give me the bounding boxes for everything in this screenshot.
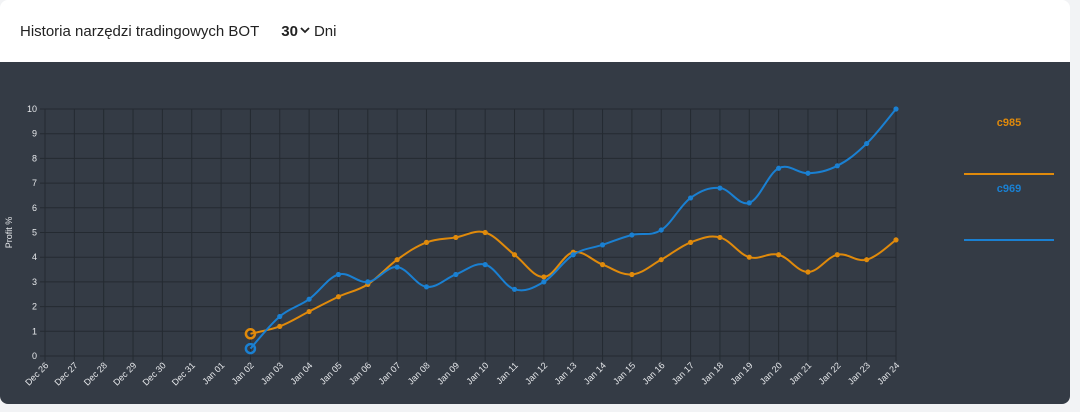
legend-label-c969[interactable]: c969 [997,183,1021,195]
y-tick-label: 8 [32,153,37,163]
x-tick-label: Jan 13 [552,360,578,386]
data-point-c985[interactable] [805,269,811,275]
x-tick-label: Jan 08 [406,360,432,386]
data-point-c969[interactable] [541,279,547,285]
x-tick-label: Jan 03 [259,360,285,386]
data-point-c985[interactable] [541,274,547,280]
x-tick-label: Jan 02 [230,360,256,386]
data-point-c969[interactable] [864,140,870,147]
data-point-c969[interactable] [629,232,635,238]
card-header: Historia narzędzi tradingowych BOT 30 Dn… [0,0,1070,62]
period-unit: Dni [313,22,337,40]
x-tick-label: Dec 26 [23,360,50,387]
x-tick-label: Dec 27 [53,360,80,387]
data-point-c985[interactable] [511,252,518,258]
x-tick-label: Jan 12 [523,360,549,386]
x-tick-label: Jan 10 [464,360,490,386]
x-tick-label: Jan 16 [640,360,666,386]
x-tick-label: Jan 06 [347,360,373,386]
data-point-c985[interactable] [629,271,635,278]
data-point-c969[interactable] [365,279,371,285]
x-tick-label: Jan 05 [318,360,344,386]
x-tick-label: Jan 22 [817,360,843,386]
data-point-c985[interactable] [776,252,782,258]
chevron-down-icon [300,26,310,34]
data-point-c985[interactable] [482,229,488,236]
data-point-c969[interactable] [423,284,430,290]
data-point-c969[interactable] [482,262,488,268]
x-tick-label: Jan 19 [729,360,755,386]
data-point-c985[interactable] [423,239,430,245]
data-point-c969[interactable] [570,252,576,258]
data-point-c969[interactable] [658,227,664,233]
data-point-c969[interactable] [306,296,312,302]
y-tick-label: 2 [32,302,37,312]
data-point-c985[interactable] [746,254,752,260]
data-point-c985[interactable] [306,308,312,315]
data-point-c985[interactable] [599,262,606,268]
y-tick-label: 9 [32,129,37,139]
data-point-c969[interactable] [893,106,899,112]
x-tick-label: Jan 11 [494,360,520,386]
data-point-c985[interactable] [717,234,723,241]
x-tick-label: Dec 28 [82,360,109,387]
data-point-c985[interactable] [834,252,840,258]
x-tick-label: Jan 17 [670,360,696,386]
x-tick-label: Jan 23 [846,360,872,386]
data-point-c985[interactable] [277,323,283,329]
data-point-c985[interactable] [864,257,870,263]
x-tick-label: Jan 18 [699,360,725,386]
data-point-c969[interactable] [776,165,782,171]
data-point-c985[interactable] [335,294,342,300]
data-point-c969[interactable] [746,200,752,206]
legend-label-c985[interactable]: c985 [997,117,1021,129]
y-tick-label: 0 [32,351,37,361]
data-point-c985[interactable] [893,237,899,243]
data-point-c969[interactable] [805,170,811,176]
x-tick-label: Dec 30 [141,360,168,387]
x-tick-label: Jan 15 [611,360,637,386]
data-point-c969[interactable] [511,286,518,292]
data-point-start-c985[interactable] [244,328,257,340]
data-point-c969[interactable] [277,313,283,320]
data-point-c969[interactable] [335,271,342,278]
period-value: 30 [281,22,298,40]
data-point-c985[interactable] [453,234,459,241]
chart-area: 0 1 2 3 4 5 6 7 8 9 10 Dec 26 Dec 27 Dec 28 Dec 29 Dec … [0,62,1070,404]
y-tick-label: 3 [32,277,37,287]
data-point-c985[interactable] [394,257,400,263]
y-tick-label: 1 [32,326,37,336]
x-tick-label: Jan 21 [787,360,813,386]
x-tick-label: Dec 31 [170,360,197,387]
data-point-c969[interactable] [453,271,459,278]
y-tick-label: 5 [32,228,37,238]
x-tick-label: Jan 01 [200,360,226,386]
y-axis-label: Profit % [4,217,14,249]
x-tick-label: Jan 24 [875,360,901,386]
x-tick-label: Jan 14 [582,360,608,386]
period-selector[interactable]: 30 Dni [281,23,336,40]
y-tick-label: 10 [27,104,37,114]
x-tick-label: Jan 07 [376,360,402,386]
x-tick-label: Jan 20 [758,360,784,386]
x-tick-label: Jan 04 [288,360,314,386]
data-point-c969[interactable] [599,242,606,248]
x-tick-label: Dec 29 [111,360,138,387]
data-point-c969[interactable] [834,163,840,169]
data-point-start-c969[interactable] [244,342,257,355]
data-point-c985[interactable] [658,257,664,263]
data-point-c969[interactable] [394,264,400,270]
y-tick-label: 6 [32,203,37,213]
data-point-c969[interactable] [687,195,694,201]
card-title: Historia narzędzi tradingowych BOT [20,22,260,40]
data-point-c969[interactable] [717,185,723,191]
y-tick-label: 7 [32,178,37,188]
data-point-c985[interactable] [687,239,694,245]
y-tick-label: 4 [32,252,37,262]
x-tick-label: Jan 09 [435,360,461,386]
chart-card: Historia narzędzi tradingowych BOT 30 Dn… [0,0,1070,404]
